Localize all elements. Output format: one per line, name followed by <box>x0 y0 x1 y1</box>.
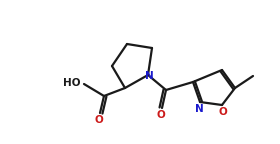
Text: O: O <box>157 110 165 120</box>
Text: N: N <box>145 71 153 81</box>
Text: HO: HO <box>63 78 81 88</box>
Text: O: O <box>95 115 103 125</box>
Text: O: O <box>219 107 227 117</box>
Text: N: N <box>195 104 203 114</box>
